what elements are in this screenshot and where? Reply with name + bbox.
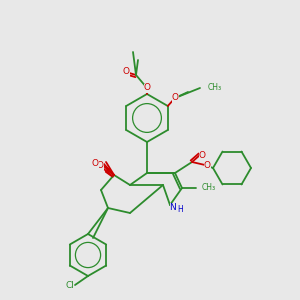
Text: CH₃: CH₃ [202, 184, 216, 193]
Text: O: O [203, 160, 211, 169]
Text: O: O [97, 160, 104, 169]
Text: CH₃: CH₃ [208, 83, 222, 92]
Text: O: O [199, 151, 206, 160]
Text: O: O [92, 158, 98, 167]
Text: H: H [177, 206, 183, 214]
Text: O: O [172, 94, 178, 103]
Text: O: O [143, 83, 151, 92]
Text: O: O [122, 68, 130, 76]
Text: Cl: Cl [66, 281, 74, 290]
Text: N: N [169, 202, 176, 211]
